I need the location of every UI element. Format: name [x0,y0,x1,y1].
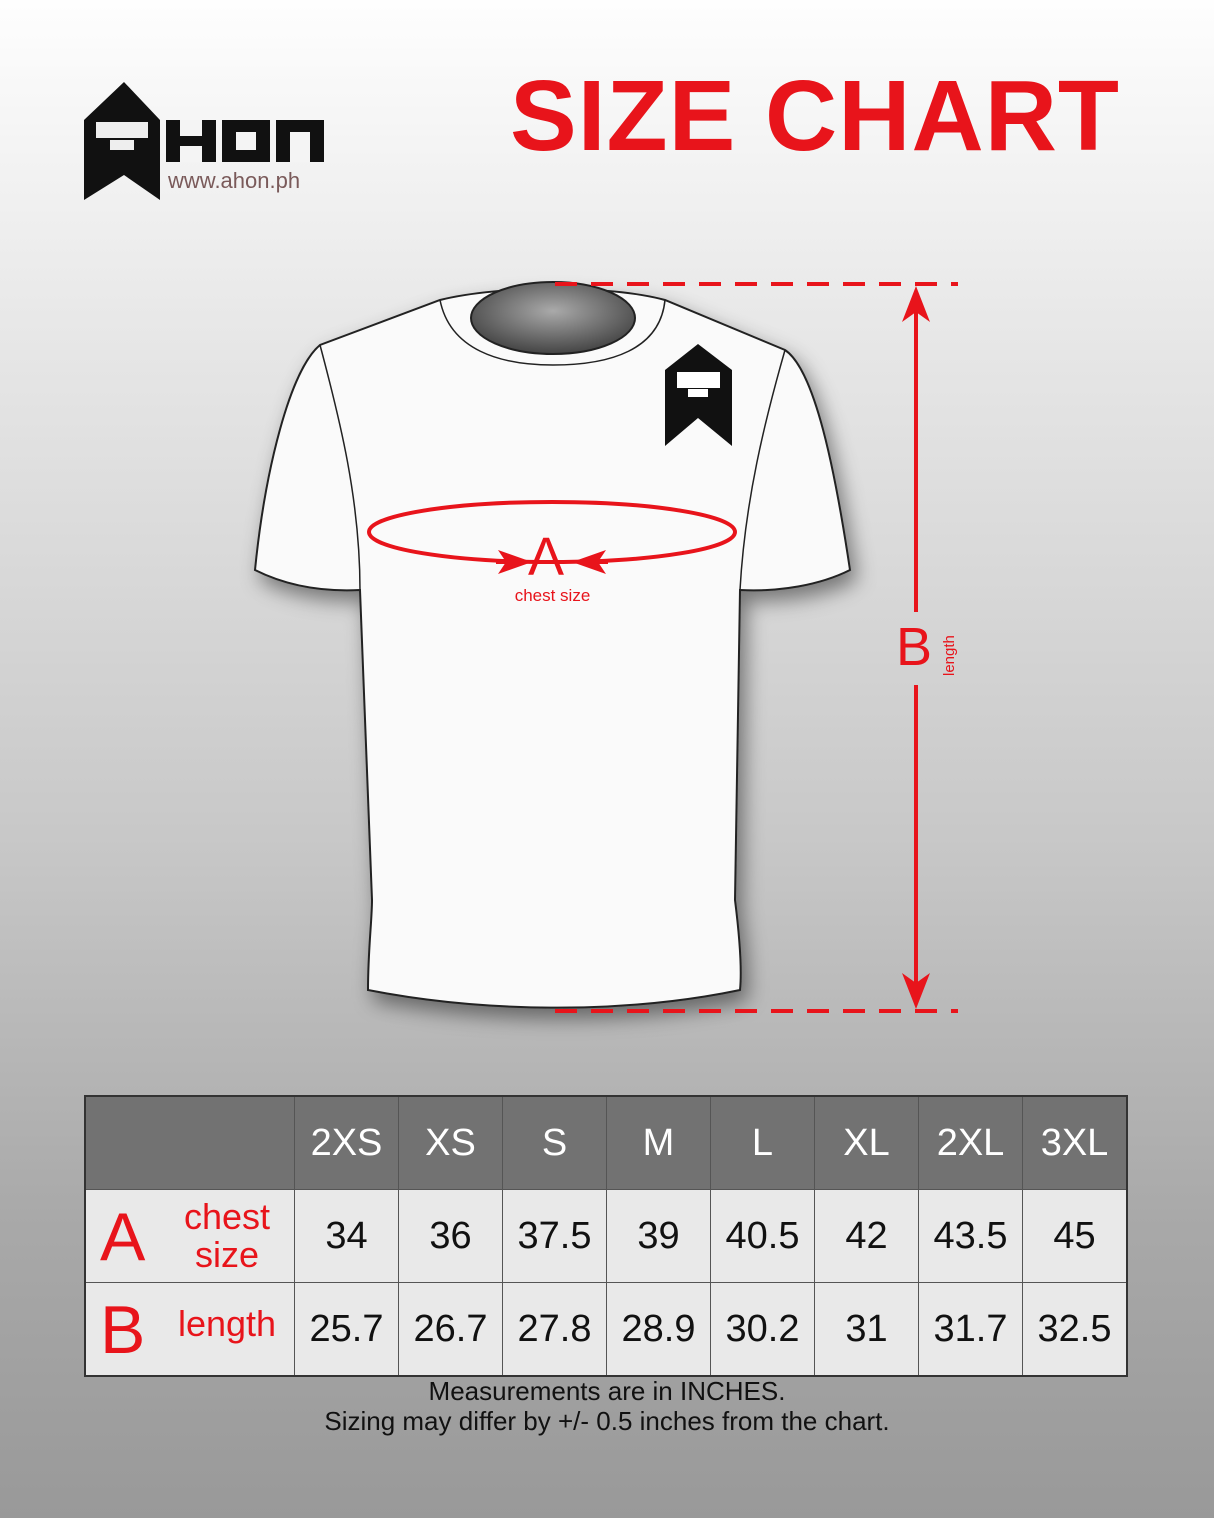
table-cell: 31.7 [918,1282,1023,1377]
size-header: XS [398,1095,503,1190]
size-table: 2XS XS S M L XL 2XL 3XL A chest size 34 … [84,1095,1128,1377]
arrow-down-icon [902,973,930,1009]
table-cell: 40.5 [710,1189,815,1283]
tshirt-body [253,287,852,1009]
table-cell: 27.8 [502,1282,607,1377]
table-cell: 26.7 [398,1282,503,1377]
length-row: B length 25.7 26.7 27.8 28.9 30.2 31 31.… [84,1282,1128,1377]
size-header: 2XL [918,1095,1023,1190]
table-cell: 32.5 [1022,1282,1128,1377]
table-cell: 37.5 [502,1189,607,1283]
size-header: XL [814,1095,919,1190]
units-note: Measurements are in INCHES. [428,1376,786,1406]
chest-ellipse [367,500,737,564]
tshirt-diagram [253,281,958,1013]
table-cell: 42 [814,1189,919,1283]
table-cell: 39 [606,1189,711,1283]
arrow-left-icon [572,550,606,574]
size-header-row: 2XS XS S M L XL 2XL 3XL [84,1095,1128,1190]
website-url: www.ahon.ph [168,168,301,193]
table-cell: 28.9 [606,1282,711,1377]
row-label: size [194,1234,260,1275]
row-label: chest [183,1196,271,1237]
page-title: SIZE CHART [510,60,1120,172]
row-header-chest: A chest size [84,1189,295,1283]
row-header-length: B length [84,1282,295,1377]
table-cell: 34 [294,1189,399,1283]
table-cell: 31 [814,1282,919,1377]
chest-marker: A [528,527,565,587]
row-letter: A [100,1199,146,1275]
size-header: L [710,1095,815,1190]
length-label: length [941,635,958,676]
size-header: 2XS [294,1095,399,1190]
size-header: M [606,1095,711,1190]
neck-opening [470,281,636,355]
row-letter: B [100,1292,146,1368]
header-blank [84,1095,295,1190]
table-cell: 30.2 [710,1282,815,1377]
arrow-right-icon [498,550,532,574]
table-cell: 43.5 [918,1189,1023,1283]
arrow-up-icon [902,286,930,322]
table-cell: 25.7 [294,1282,399,1377]
table-cell: 45 [1022,1189,1128,1283]
size-header: 3XL [1022,1095,1128,1190]
table-cell: 36 [398,1189,503,1283]
chest-label: chest size [514,586,591,605]
ahon-logo [84,82,324,200]
tolerance-note: Sizing may differ by +/- 0.5 inches from… [324,1406,890,1436]
length-marker: B [896,617,933,677]
row-label: length [177,1303,277,1344]
chest-row: A chest size 34 36 37.5 39 40.5 42 43.5 … [84,1189,1128,1283]
size-header: S [502,1095,607,1190]
